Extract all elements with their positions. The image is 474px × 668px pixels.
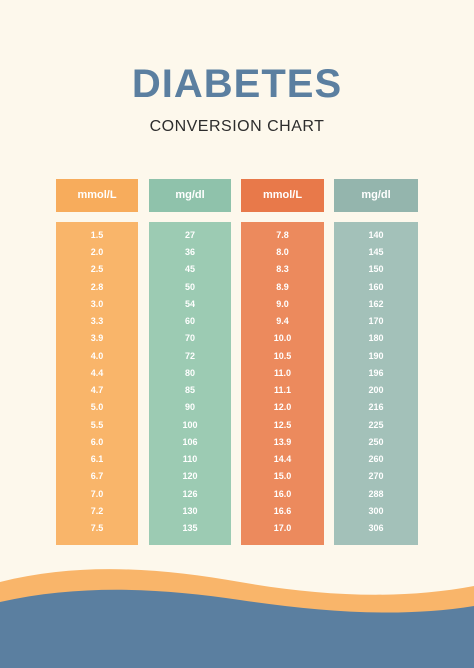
- column-body: 1.5 2.0 2.5 2.8 3.0 3.3 3.9 4.0 4.4 4.7 5.0 5.5 6.0 6…: [56, 222, 138, 545]
- column-body: 7.8 8.0 8.3 8.9 9.0 9.4 10.0 10.5 11.0 11.1 12.0 12…: [241, 222, 324, 545]
- cell: 14.4: [273, 454, 292, 465]
- cell: 7.5: [90, 523, 104, 534]
- cell: 10.5: [273, 350, 292, 361]
- cell: 80: [184, 367, 195, 378]
- cell: 11.0: [273, 367, 292, 378]
- cell: 170: [368, 316, 384, 327]
- cell: 16.6: [273, 505, 292, 516]
- cell: 8.3: [276, 264, 289, 275]
- cell: 45: [184, 264, 195, 275]
- cell: 300: [368, 505, 384, 516]
- cell: 54: [184, 298, 195, 309]
- cell: 9.4: [276, 316, 289, 327]
- cell: 126: [182, 488, 198, 499]
- cell: 200: [368, 385, 384, 396]
- cell: 196: [368, 367, 384, 378]
- cell: 17.0: [273, 523, 292, 534]
- column-header: mg/dl: [149, 179, 231, 212]
- cell: 2.8: [90, 281, 104, 292]
- cell: 140: [368, 230, 384, 240]
- cell: 6.7: [90, 471, 104, 482]
- column-header: mg/dl: [334, 179, 418, 212]
- cell: 270: [368, 471, 384, 482]
- cell: 4.4: [90, 367, 104, 378]
- cell: 260: [368, 454, 384, 465]
- cell: 135: [182, 523, 198, 534]
- wave-decoration: [0, 569, 474, 668]
- cell: 225: [368, 419, 384, 430]
- cell: 2.5: [90, 264, 104, 275]
- cell: 72: [184, 350, 195, 361]
- cell: 7.8: [276, 230, 289, 240]
- cell: 8.0: [276, 247, 289, 258]
- cell: 50: [184, 281, 195, 292]
- cell: 16.0: [273, 488, 292, 499]
- cell: 27: [184, 230, 195, 240]
- cell: 3.3: [90, 316, 104, 327]
- cell: 120: [182, 471, 198, 482]
- cell: 160: [368, 281, 384, 292]
- cell: 85: [184, 385, 195, 396]
- cell: 12.0: [273, 402, 292, 413]
- cell: 90: [184, 402, 195, 413]
- cell: 4.0: [90, 350, 104, 361]
- cell: 190: [368, 350, 384, 361]
- cell: 100: [182, 419, 198, 430]
- cell: 36: [184, 247, 195, 258]
- cell: 145: [368, 247, 384, 258]
- cell: 60: [184, 316, 195, 327]
- cell: 6.0: [90, 436, 104, 447]
- cell: 4.7: [90, 385, 104, 396]
- cell: 12.5: [273, 419, 292, 430]
- cell: 162: [368, 298, 384, 309]
- column-body: 140 145 150 160 162 170 180 190 196 200 216 225 250 2…: [334, 222, 418, 545]
- cell: 11.1: [273, 385, 292, 396]
- cell: 216: [368, 402, 384, 413]
- column-body: 27 36 45 50 54 60 70 72 80 85 90 100 106 110 120 126 130…: [149, 222, 231, 545]
- subtitle: CONVERSION CHART: [149, 118, 325, 135]
- cell: 5.5: [90, 419, 104, 430]
- cell: 250: [368, 436, 384, 447]
- cell: 13.9: [273, 436, 292, 447]
- cell: 6.1: [90, 454, 104, 465]
- cell: 306: [368, 523, 384, 534]
- cell: 7.0: [90, 488, 104, 499]
- cell: 7.2: [90, 505, 104, 516]
- cell: 70: [184, 333, 195, 344]
- cell: 110: [182, 454, 198, 465]
- cell: 1.5: [90, 230, 104, 240]
- cell: 150: [368, 264, 384, 275]
- column-header: mmol/L: [241, 179, 324, 212]
- cell: 130: [182, 505, 198, 516]
- cell: 2.0: [90, 247, 104, 258]
- cell: 3.9: [90, 333, 104, 344]
- cell: 10.0: [273, 333, 292, 344]
- cell: 15.0: [273, 471, 292, 482]
- cell: 106: [182, 436, 198, 447]
- cell: 3.0: [90, 298, 104, 309]
- cell: 288: [368, 488, 384, 499]
- column-header: mmol/L: [56, 179, 138, 212]
- cell: 9.0: [276, 298, 289, 309]
- cell: 5.0: [90, 402, 104, 413]
- cell: 180: [368, 333, 384, 344]
- cell: 8.9: [276, 281, 289, 292]
- title: DIABETES: [131, 62, 343, 106]
